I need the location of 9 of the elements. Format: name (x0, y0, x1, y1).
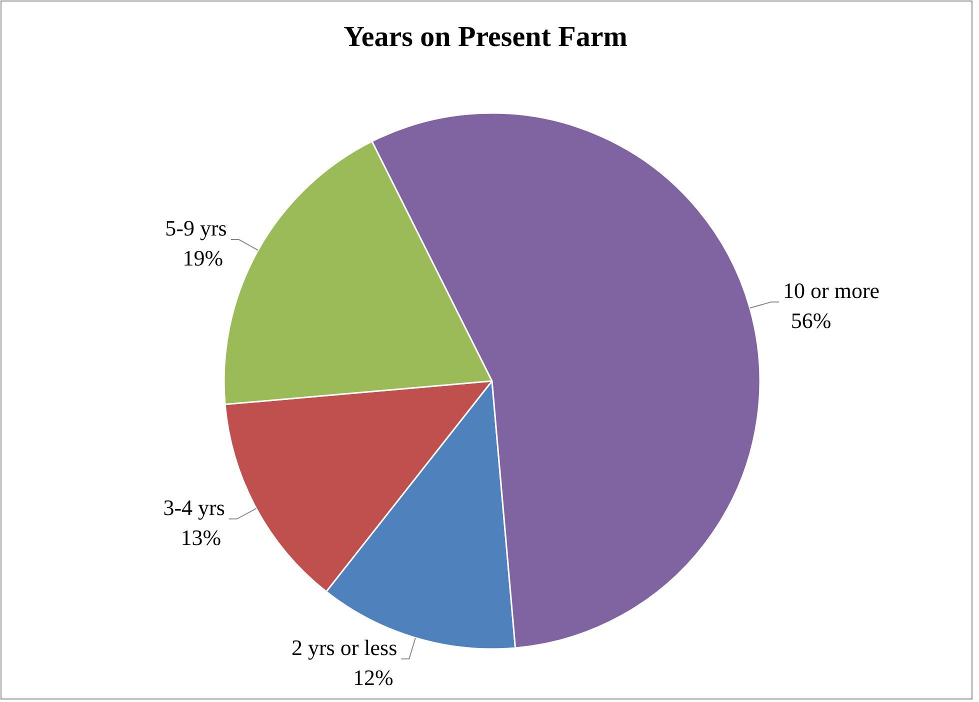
chart-title: Years on Present Farm (344, 21, 628, 53)
slice-label: 5-9 yrs (165, 216, 227, 241)
slice-label: 10 or more (783, 278, 880, 304)
slice-label: 3-4 yrs (163, 494, 225, 520)
slice-label: 2 yrs or less (291, 634, 398, 660)
data-label: 12% (352, 664, 394, 690)
data-label: 19% (182, 246, 224, 271)
data-label: 13% (180, 524, 222, 550)
data-label: 56% (790, 308, 832, 334)
